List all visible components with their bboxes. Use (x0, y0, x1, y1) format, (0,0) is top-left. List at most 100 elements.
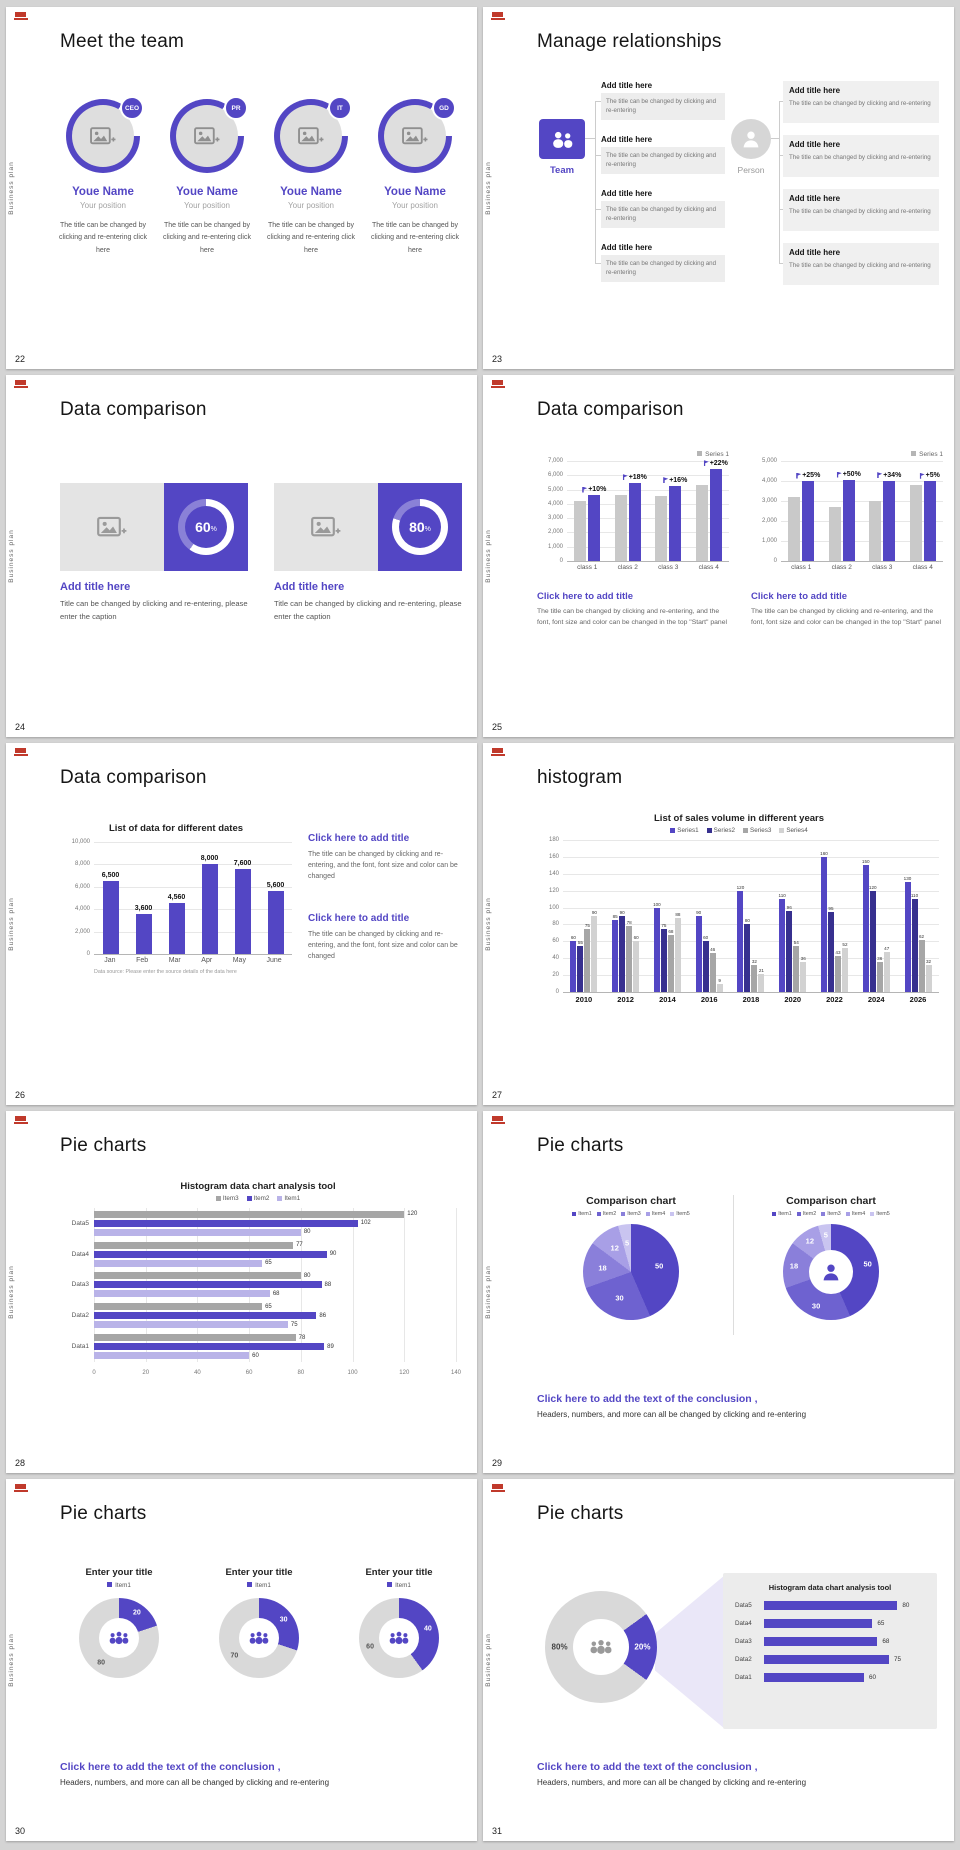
bar-value-label: 47 (884, 946, 890, 952)
slide-29[interactable]: Business plan Pie charts Comparison char… (483, 1111, 954, 1473)
legend-swatch (645, 1212, 650, 1216)
flag-icon (622, 474, 628, 481)
legend-swatch (246, 1196, 252, 1201)
connector-line (595, 263, 601, 264)
category-label: Data2 (735, 1656, 752, 1663)
chart-bar: 65 (94, 1259, 272, 1267)
y-axis-tick: 3,000 (547, 515, 563, 522)
card-title: Add title here (789, 194, 841, 203)
side-label: Business plan (485, 1265, 492, 1319)
info-card: Add title here The title can be changed b… (601, 189, 725, 229)
stat-card: 80% (274, 483, 462, 571)
team-member: IT Youe Name Your position The title can be… (264, 96, 358, 257)
chart-bar (614, 494, 627, 561)
bar-value-label: 78 (298, 1334, 306, 1341)
bar-value-label: 68 (882, 1638, 890, 1645)
bar-value-label: 62 (918, 933, 925, 939)
bar-value-label: 65 (265, 1260, 272, 1267)
chart-legend: Series1 Series2 Series3 Series4 (539, 827, 939, 834)
y-axis-tick: 2,000 (74, 928, 90, 935)
page-title: Pie charts (537, 1503, 624, 1524)
side-label: Business plan (8, 529, 15, 583)
flag-icon (582, 486, 588, 493)
bar-panel: Histogram data chart analysis tool Data5… (723, 1573, 937, 1729)
slide-30[interactable]: Business plan Pie charts Enter your titl… (6, 1479, 477, 1841)
donut-row: Enter your title Item1 20 80 Enter your t… (56, 1567, 462, 1678)
person-icon (743, 131, 759, 148)
side-label: Business plan (8, 1633, 15, 1687)
y-axis-tick: 6,000 (547, 472, 563, 479)
slide-25[interactable]: Business plan Data comparison Series 1 7… (483, 375, 954, 737)
bar-chart: Series 1 5,000 4,000 3,000 2,000 1,000 0 +25% +… (751, 451, 943, 571)
x-axis-label: 2014 (659, 995, 676, 1004)
gridline (563, 924, 939, 926)
chart-bar: 4,560 (168, 894, 185, 954)
slide-28[interactable]: Business plan Pie charts Histogram data … (6, 1111, 477, 1473)
legend-item: Item1 (772, 1211, 792, 1217)
bar-value-label: 75 (290, 1321, 298, 1328)
slide-number: 30 (15, 1826, 26, 1836)
chart-bar (764, 1619, 873, 1628)
legend-item: Series2 (706, 827, 735, 834)
panel-bars: Data5 80 Data4 65 Data3 68 Data2 75 Data1 60 (735, 1601, 925, 1682)
donut-hole (239, 1618, 279, 1658)
bar-value-label: 90 (619, 910, 625, 915)
gridline (567, 461, 729, 462)
x-axis-label: May (232, 957, 246, 964)
gridline (567, 561, 729, 562)
bar-value-label: 90 (591, 910, 597, 915)
legend-item: Item3 (821, 1211, 841, 1217)
slide-22[interactable]: Business plan Meet the team CEO Youe Name… (6, 7, 477, 369)
chart-bar (788, 497, 801, 561)
caption-title: Click here to add title (308, 912, 410, 924)
conclusion-title: Click here to add the text of the conclu… (537, 1393, 758, 1405)
flag-icon (877, 472, 883, 479)
chart-bar: 160 (820, 851, 828, 992)
x-axis-tick: 20 (142, 1370, 150, 1376)
chart-legend: Item1 (196, 1582, 322, 1589)
chart-bar: 68 (667, 929, 674, 992)
y-axis-tick: 160 (548, 853, 559, 860)
chart-bar: 65 (94, 1303, 272, 1311)
slide-27[interactable]: Business plan histogram List of sales vo… (483, 743, 954, 1105)
slide-24[interactable]: Business plan Data comparison 60% 80% (6, 375, 477, 737)
card-description: The title can be changed by clicking and… (789, 100, 931, 107)
conclusion-body: Headers, numbers, and more can all be ch… (60, 1778, 330, 1787)
x-axis-labels: class 1 class 2 class 3 class 4 (781, 564, 943, 571)
legend-label: Item1 (395, 1582, 411, 1589)
member-position: Your position (80, 201, 126, 210)
pie-value-label: 18 (598, 1263, 607, 1273)
gridline (567, 532, 729, 534)
slide-26[interactable]: Business plan Data comparison List of da… (6, 743, 477, 1105)
member-name: Youe Name (176, 186, 238, 198)
member-name: Youe Name (280, 186, 342, 198)
captions: Click here to add title The title can be … (537, 591, 943, 629)
bar-group: 5,600 (267, 882, 284, 954)
donut-panel: Enter your title Item1 30 70 (196, 1567, 322, 1678)
slide-23[interactable]: Business plan Manage relationships Team … (483, 7, 954, 369)
bar-value-label: 80 (744, 918, 750, 924)
slide-number: 22 (15, 354, 26, 364)
avatar: IT (274, 96, 352, 173)
chart-bar (655, 496, 668, 561)
bar-group: +50% (828, 471, 861, 561)
pie-value-label: 18 (789, 1261, 799, 1271)
bar-group: 6,500 (102, 872, 119, 954)
ring-hole: 60% (185, 506, 227, 548)
chart-bar: 102 (94, 1219, 371, 1227)
brand-logo-icon (13, 1484, 28, 1492)
bar-group: +22% (695, 460, 728, 561)
slide-31[interactable]: Business plan Pie charts 20% 80% Histogra… (483, 1479, 954, 1841)
y-axis-tick: 60 (552, 938, 559, 945)
y-axis-tick: 40 (552, 955, 559, 962)
chart-bar: 52 (841, 942, 848, 992)
caption-title: Click here to add title (537, 591, 634, 602)
member-description: The title can be changed by clicking and… (163, 222, 251, 254)
bar-value-label: 75 (584, 922, 590, 928)
image-placeholder-icon (97, 516, 127, 536)
side-label: Business plan (8, 897, 15, 951)
gridline (781, 561, 943, 562)
caption-body: Title can be changed by clicking and re-… (60, 599, 248, 621)
legend-item: Item5 (670, 1211, 690, 1217)
bar-value-label: 160 (820, 850, 828, 856)
